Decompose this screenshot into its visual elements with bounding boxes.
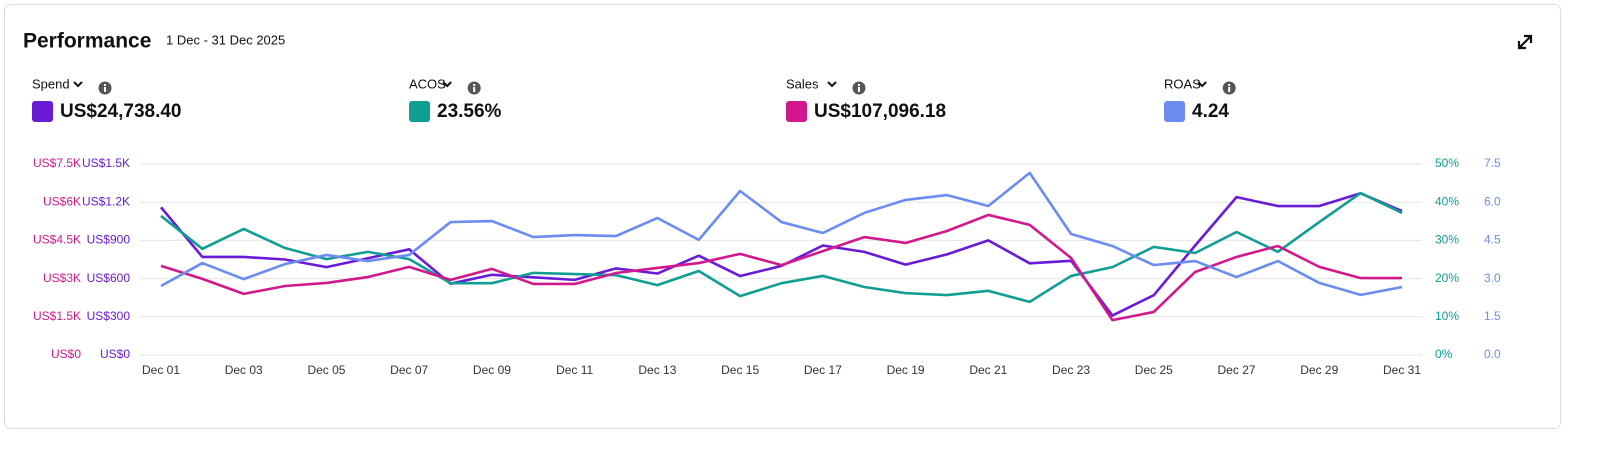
y-tick-label: 0.0 — [1484, 347, 1501, 361]
x-tick-label: Dec 29 — [1300, 363, 1338, 377]
info-icon-dot — [858, 84, 860, 86]
x-tick-label: Dec 05 — [307, 363, 345, 377]
y-tick-label: US$900 — [87, 233, 131, 247]
y-tick-label: 4.5 — [1484, 233, 1501, 247]
x-tick-label: Dec 27 — [1218, 363, 1256, 377]
y-tick-label: 7.5 — [1484, 156, 1501, 170]
info-icon-bar — [104, 87, 106, 92]
y-tick-label: US$1.5K — [33, 309, 81, 323]
series-line — [160, 213, 1402, 322]
x-tick-label: Dec 07 — [390, 363, 428, 377]
y-tick-label: 20% — [1435, 271, 1459, 285]
metric-value: 23.56% — [437, 101, 502, 122]
y-tick-label: US$0 — [51, 347, 81, 361]
metric-name[interactable]: ROAS — [1164, 76, 1201, 91]
series-line — [160, 191, 1403, 304]
y-tick-label: 1.5 — [1484, 309, 1501, 323]
metric-name[interactable]: Spend — [32, 76, 70, 91]
y-tick-label: 6.0 — [1484, 194, 1501, 208]
y-tick-label: US$1.5K — [82, 156, 130, 170]
dropdown-chevron[interactable] — [827, 81, 837, 88]
x-tick-label: Dec 31 — [1383, 363, 1421, 377]
metric-value: US$24,738.40 — [60, 101, 182, 122]
x-tick-label: Dec 11 — [556, 363, 593, 377]
info-icon-dot — [104, 84, 106, 86]
x-tick-label: Dec 25 — [1135, 363, 1173, 377]
y-tick-label: 50% — [1435, 156, 1459, 170]
y-tick-label: US$6K — [43, 194, 81, 208]
x-tick-label: Dec 15 — [721, 363, 759, 377]
y-tick-label: US$600 — [87, 271, 131, 285]
metric-name[interactable]: ACOS — [409, 76, 446, 91]
metric-swatch[interactable] — [1164, 101, 1185, 122]
info-icon-dot — [1228, 84, 1231, 86]
y-tick-label: US$3K — [43, 271, 81, 285]
y-tick-label: US$4.5K — [33, 233, 81, 247]
metric-value: US$107,096.18 — [814, 101, 946, 122]
y-tick-label: 10% — [1435, 309, 1459, 323]
y-tick-label: 0% — [1435, 347, 1453, 361]
x-tick-label: Dec 13 — [638, 363, 676, 377]
y-tick-label: 40% — [1435, 194, 1459, 208]
x-tick-label: Dec 09 — [473, 363, 511, 377]
y-tick-label: 30% — [1435, 233, 1459, 247]
y-tick-label: US$1.2K — [82, 194, 130, 208]
info-icon-dot — [473, 84, 476, 86]
info-icon-bar — [1228, 87, 1231, 92]
metric-swatch[interactable] — [409, 101, 430, 122]
metric-swatch[interactable] — [786, 101, 807, 122]
y-tick-label: US$300 — [87, 309, 131, 323]
expand-icon[interactable] — [1517, 34, 1533, 50]
title: Performance — [23, 30, 151, 53]
x-tick-label: Dec 19 — [887, 363, 925, 377]
x-tick-label: Dec 23 — [1052, 363, 1090, 377]
metric-swatch[interactable] — [32, 101, 53, 122]
info-icon-bar — [858, 87, 860, 92]
info-icon-bar — [473, 87, 476, 92]
y-tick-label: US$7.5K — [33, 156, 81, 170]
metric-name[interactable]: Sales — [786, 76, 819, 91]
date-range: 1 Dec - 31 Dec 2025 — [166, 32, 285, 47]
metric-value: 4.24 — [1192, 101, 1229, 122]
dropdown-chevron[interactable] — [73, 81, 83, 88]
x-tick-label: Dec 03 — [225, 363, 263, 377]
x-tick-label: Dec 17 — [804, 363, 842, 377]
y-tick-label: 3.0 — [1484, 271, 1501, 285]
dropdown-chevron[interactable] — [442, 81, 452, 88]
series-line — [160, 171, 1403, 297]
dropdown-chevron[interactable] — [1197, 81, 1207, 88]
y-tick-label: US$0 — [100, 347, 130, 361]
x-tick-label: Dec 01 — [142, 363, 180, 377]
x-tick-label: Dec 21 — [969, 363, 1007, 377]
